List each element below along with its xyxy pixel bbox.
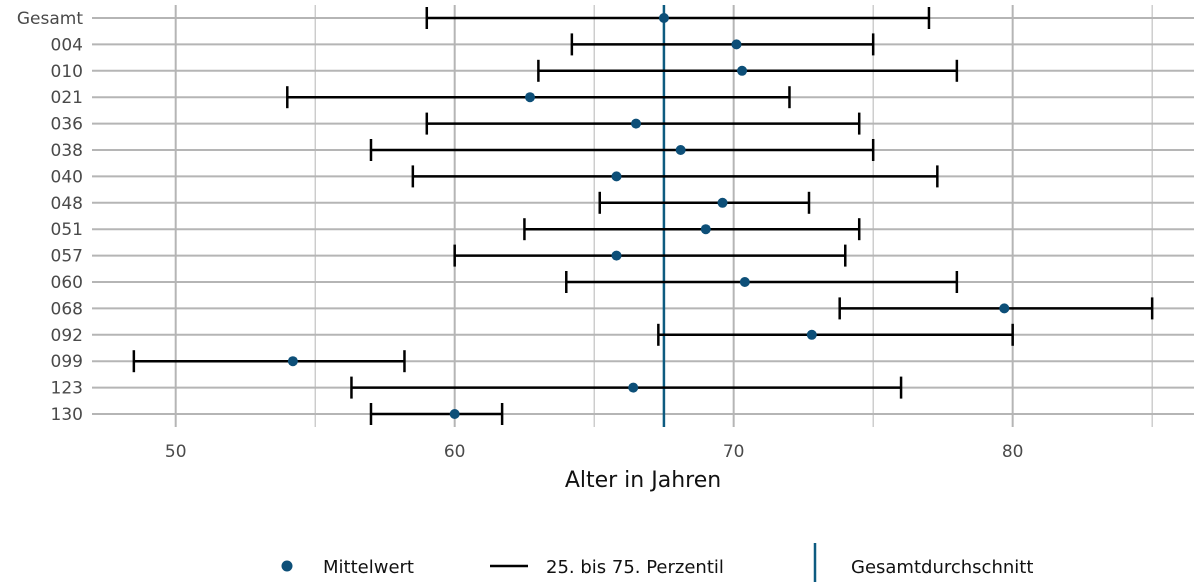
y-tick-label: 048 bbox=[51, 194, 83, 214]
mean-point bbox=[717, 197, 728, 208]
y-tick-label: 068 bbox=[51, 299, 83, 319]
x-tick-label: 50 bbox=[165, 442, 187, 462]
mean-point bbox=[611, 171, 622, 182]
error-bars bbox=[132, 7, 1154, 425]
y-tick-label: 036 bbox=[51, 115, 83, 135]
y-tick-label: Gesamt bbox=[17, 9, 83, 29]
mean-point bbox=[737, 65, 748, 76]
legend-range-label: 25. bis 75. Perzentil bbox=[546, 557, 724, 578]
y-tick-label: 092 bbox=[51, 326, 83, 346]
mean-point bbox=[628, 382, 639, 393]
y-tick-label: 051 bbox=[51, 220, 83, 240]
mean-point bbox=[700, 224, 711, 235]
mean-point bbox=[287, 356, 298, 367]
mean-point bbox=[658, 13, 669, 23]
mean-point bbox=[449, 409, 460, 419]
mean-point bbox=[611, 250, 622, 261]
legend: Mittelwert 25. bis 75. Perzentil Gesamtd… bbox=[281, 543, 1033, 582]
mean-point bbox=[731, 39, 742, 50]
y-tick-label: 010 bbox=[51, 62, 83, 82]
y-tick-label: 004 bbox=[51, 35, 83, 55]
legend-reference-label: Gesamtdurchschnitt bbox=[851, 557, 1033, 578]
y-tick-label: 040 bbox=[51, 167, 83, 187]
y-tick-label: 099 bbox=[51, 352, 83, 372]
x-axis-title: Alter in Jahren bbox=[565, 468, 721, 493]
y-tick-label: 057 bbox=[51, 247, 83, 267]
mean-point bbox=[739, 277, 750, 287]
y-tick-label: 060 bbox=[51, 273, 83, 293]
mean-points bbox=[287, 13, 1010, 419]
mean-point bbox=[806, 329, 817, 340]
legend-mean-label: Mittelwert bbox=[323, 557, 414, 578]
y-tick-label: 038 bbox=[51, 141, 83, 161]
y-tick-labels: Gesamt 004 010 021 036 038 040 048 051 057 060 068 0… bbox=[17, 9, 83, 425]
x-tick-label: 70 bbox=[723, 442, 745, 462]
mean-point bbox=[525, 92, 536, 103]
y-tick-label: 021 bbox=[51, 88, 83, 108]
x-tick-label: 80 bbox=[1002, 442, 1024, 462]
mean-point bbox=[999, 303, 1010, 314]
mean-point bbox=[675, 145, 686, 155]
y-tick-label: 130 bbox=[51, 405, 83, 425]
mean-point bbox=[631, 118, 642, 129]
legend-mean-marker bbox=[281, 560, 293, 572]
y-tick-label: 123 bbox=[51, 379, 83, 399]
x-tick-labels: 50 60 70 80 bbox=[165, 442, 1024, 462]
grid-lines bbox=[92, 5, 1194, 427]
x-tick-label: 60 bbox=[444, 442, 466, 462]
